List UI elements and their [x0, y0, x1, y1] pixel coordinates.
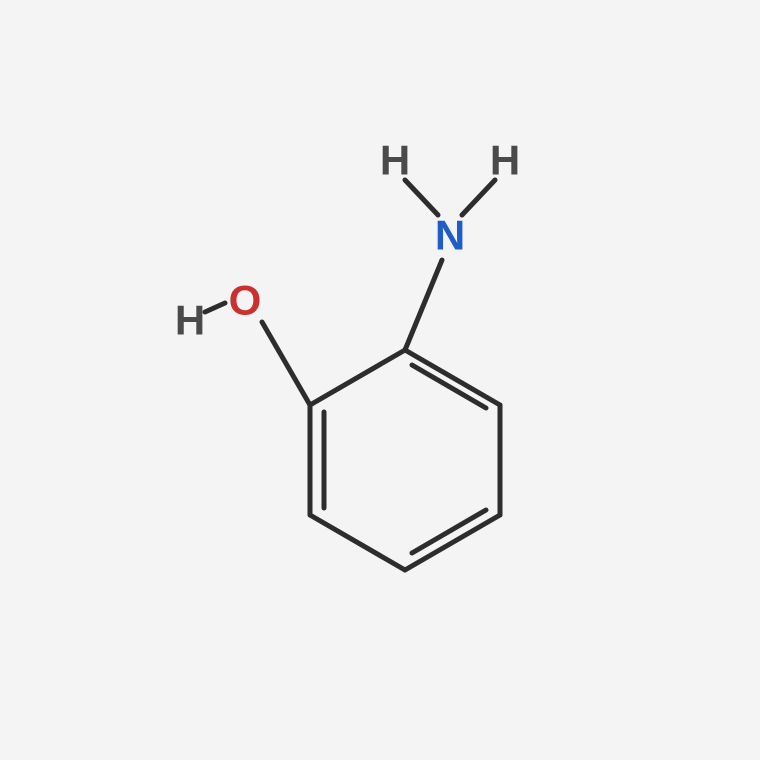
- bond-line: [412, 365, 486, 408]
- atom-label-H: H: [490, 137, 520, 184]
- bond-line: [405, 350, 500, 405]
- atom-labels-group: NHHOH: [175, 137, 520, 344]
- bond-line: [405, 260, 442, 350]
- bond-line: [205, 303, 225, 312]
- bond-line: [310, 350, 405, 405]
- atom-label-N: N: [435, 212, 465, 259]
- bond-line: [462, 180, 495, 215]
- molecule-diagram: NHHOH: [0, 0, 760, 760]
- bond-line: [405, 180, 438, 215]
- bond-line: [405, 515, 500, 570]
- bond-line: [310, 515, 405, 570]
- bond-line: [262, 322, 310, 405]
- atom-label-H: H: [175, 297, 205, 344]
- atom-label-O: O: [229, 277, 262, 324]
- atom-label-H: H: [380, 137, 410, 184]
